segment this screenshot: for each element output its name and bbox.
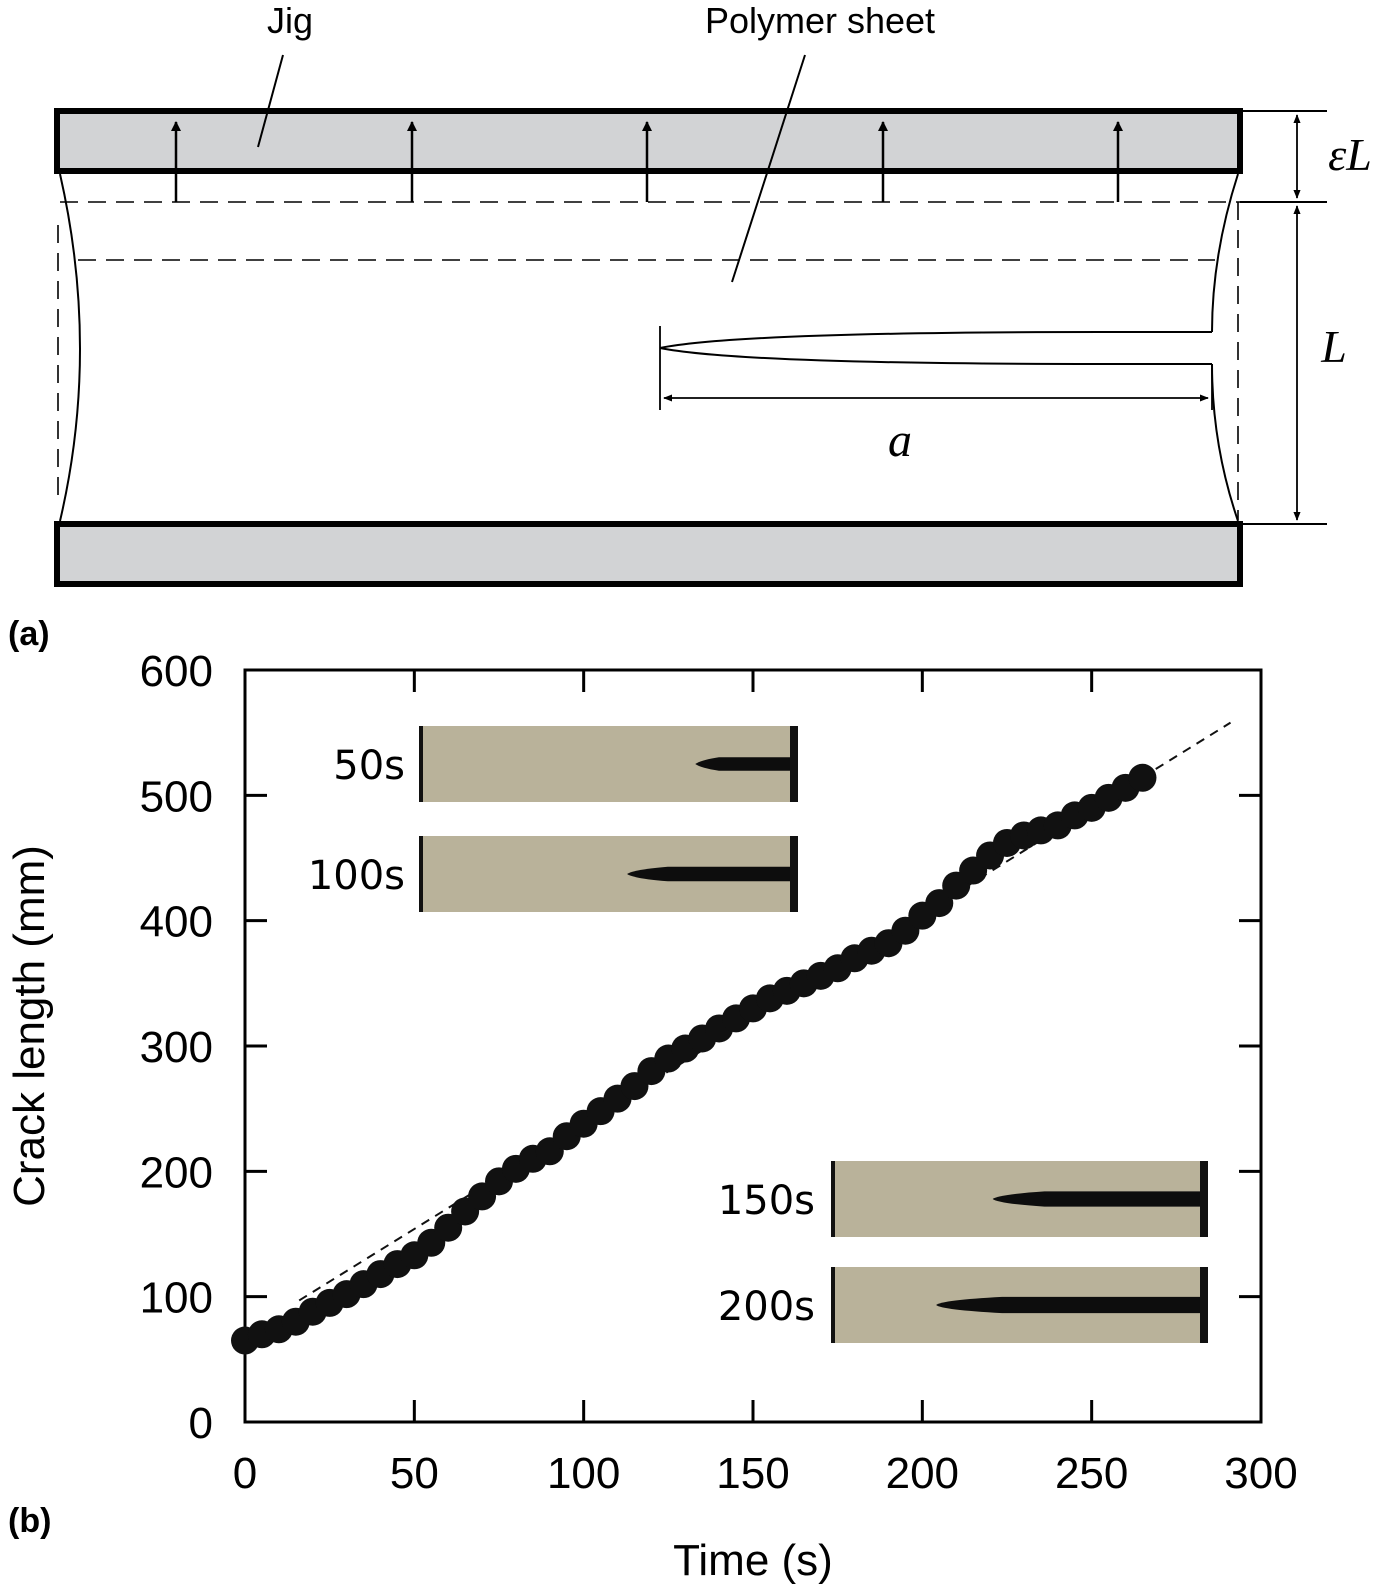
inset-crack (695, 757, 790, 771)
crack-length-label: a (888, 414, 912, 467)
jig-leader-line (257, 54, 284, 148)
strain-displacement-label: εL (1328, 129, 1372, 180)
x-tick-label: 100 (547, 1449, 620, 1498)
panel-a-label: (a) (8, 615, 50, 653)
crack-length-chart: 0 100 200 300 400 500 600 0 50 100 150 200 250 300 5… (5, 647, 1298, 1585)
y-axis: 0 100 200 300 400 500 600 (140, 647, 1261, 1448)
data-point (925, 889, 954, 918)
photo-insets: 50s 100s 150s 200s (308, 726, 1208, 1343)
inset-crack (627, 866, 790, 882)
y-tick-label: 400 (140, 898, 213, 947)
inset-left-edge (419, 836, 423, 912)
x-axis: 0 50 100 150 200 250 300 (233, 670, 1298, 1498)
inset-crack (992, 1191, 1200, 1207)
inset-time-label: 50s (333, 743, 405, 789)
inset-jig-edge (790, 836, 798, 912)
polymer-sheet-leader-line (731, 54, 806, 283)
bottom-jig (54, 521, 1243, 587)
inset-left-edge (831, 1267, 835, 1343)
inset-jig-edge (790, 726, 798, 802)
inset-jig-edge (1200, 1267, 1208, 1343)
x-tick-label: 0 (233, 1449, 257, 1498)
panel-b-label: (b) (8, 1502, 51, 1540)
inset-time-label: 100s (308, 853, 405, 899)
photo-inset: 200s (718, 1267, 1208, 1343)
x-tick-label: 150 (716, 1449, 789, 1498)
x-tick-label: 200 (886, 1449, 959, 1498)
y-tick-label: 100 (140, 1274, 213, 1323)
x-tick-label: 300 (1224, 1449, 1297, 1498)
sheet-right-edge-lower (1211, 363, 1239, 522)
inset-left-edge (419, 726, 423, 802)
inset-crack (936, 1296, 1200, 1314)
jig-label: Jig (267, 0, 313, 41)
x-axis-label: Time (s) (673, 1536, 833, 1585)
crack-outline (659, 331, 1212, 365)
y-tick-label: 0 (189, 1399, 213, 1448)
top-jig (54, 108, 1243, 174)
schematic-diagram: Jig Polymer sheet εL L a (a) (8, 0, 1372, 653)
force-arrows (171, 121, 1123, 202)
length-label: L (1320, 321, 1347, 372)
data-point (1128, 763, 1157, 792)
y-tick-label: 200 (140, 1148, 213, 1197)
photo-inset: 50s (333, 726, 798, 802)
sheet-left-edge (59, 173, 81, 522)
photo-inset: 150s (718, 1161, 1208, 1237)
y-tick-label: 500 (140, 772, 213, 821)
y-tick-label: 300 (140, 1023, 213, 1072)
inset-time-label: 200s (718, 1284, 815, 1330)
y-tick-label: 600 (140, 647, 213, 696)
sheet-right-edge-upper (1211, 173, 1239, 333)
photo-inset: 100s (308, 836, 798, 912)
polymer-sheet-label: Polymer sheet (705, 0, 935, 41)
inset-jig-edge (1200, 1161, 1208, 1237)
data-points (231, 763, 1157, 1355)
y-axis-label: Crack length (mm) (5, 845, 54, 1207)
inset-time-label: 150s (718, 1178, 815, 1224)
x-tick-label: 250 (1055, 1449, 1128, 1498)
x-tick-label: 50 (390, 1449, 439, 1498)
inset-left-edge (831, 1161, 835, 1237)
